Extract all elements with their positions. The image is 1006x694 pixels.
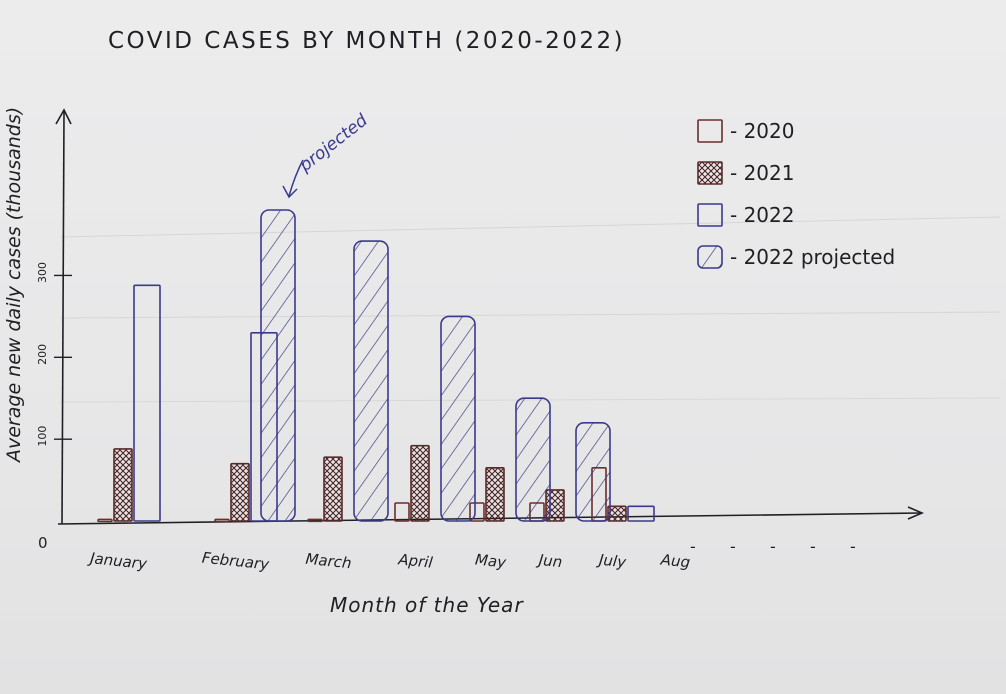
bar-y2020-march: [307, 518, 323, 523]
x-tick-label: Jun: [535, 551, 563, 572]
x-tick-label: March: [305, 550, 353, 573]
bar-y2020-february: [214, 518, 230, 523]
y-tick-label: 100: [36, 426, 49, 447]
origin-label: 0: [38, 534, 48, 552]
annotation-arrowhead: [282, 185, 298, 199]
bar-y2020-january: [97, 518, 113, 523]
x-tick-label: July: [595, 550, 628, 571]
legend-label-y2022p: - 2022 projected: [730, 245, 895, 269]
bar-y2021-april: [410, 444, 430, 522]
legend-swatch-y2022: [697, 203, 723, 227]
bar-y2022p-february: [260, 209, 296, 522]
bar-y2021-may: [485, 467, 505, 522]
annotations: projected: [282, 110, 372, 199]
chart-title: COVID CASES BY MONTH (2020-2022): [108, 28, 625, 54]
legend-swatch-y2021: [697, 161, 723, 185]
y-ticks: 100 200 300: [36, 262, 72, 447]
bar-y2022p-jun: [575, 421, 611, 522]
y-axis-label: Average new daily cases (thousands): [3, 107, 25, 464]
legend-swatch-y2022p: [697, 245, 723, 269]
annotation-arrow: [288, 159, 304, 197]
annotation-label: projected: [295, 110, 372, 176]
legend-label-y2020: - 2020: [730, 119, 794, 143]
y-tick-label: 200: [36, 344, 49, 365]
y-axis: [55, 108, 72, 525]
bar-y2022p-march: [353, 240, 389, 522]
legend-label-y2022: - 2022: [730, 203, 794, 227]
bar-y2021-february: [230, 462, 250, 522]
x-tick-label: May: [474, 550, 508, 571]
x-tick-label: Aug: [659, 550, 691, 571]
x-tick-label: January: [86, 549, 149, 573]
bar-y2021-january: [113, 448, 133, 522]
legend-label-y2021: - 2021: [730, 161, 794, 185]
bar-y2022-january: [133, 284, 161, 522]
x-trailing-dash: -: [770, 537, 776, 556]
bar-y2022p-may: [515, 397, 551, 522]
x-trailing-dash: -: [730, 537, 736, 556]
bar-y2020-april: [394, 502, 410, 522]
x-axis-label: Month of the Year: [330, 593, 524, 617]
bar-y2022p-april: [440, 315, 476, 522]
bar-y2021-march: [323, 456, 343, 522]
bars: [97, 209, 655, 523]
x-trailing-dash: -: [690, 537, 696, 556]
x-trailing-dash: -: [810, 537, 816, 556]
bar-y2022-july: [627, 505, 655, 522]
x-trailing-dash: -: [850, 537, 856, 556]
legend: - 2020 - 2021 - 2022 - 2022 projected: [697, 119, 895, 269]
legend-swatch-y2020: [697, 119, 723, 143]
x-tick-label: February: [201, 549, 271, 574]
x-tick-label: April: [397, 550, 435, 572]
y-tick-label: 300: [36, 262, 49, 283]
x-tick-labels: January February March April May Jun July Aug- -…: [86, 537, 855, 574]
